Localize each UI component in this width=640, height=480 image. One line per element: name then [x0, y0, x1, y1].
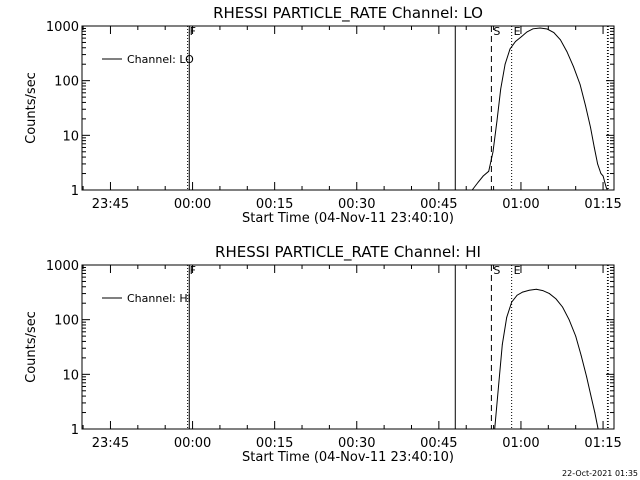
data-point	[498, 386, 499, 387]
data-point	[555, 298, 557, 300]
legend-label: Channel: HI	[127, 292, 191, 305]
marker-label: F	[190, 25, 196, 38]
y-tick-label: 100	[54, 314, 79, 329]
data-point	[590, 126, 591, 128]
x-tick-label: 01:15	[584, 436, 621, 451]
data-point	[492, 151, 494, 153]
x-tick-label: 01:15	[584, 197, 621, 212]
data-point	[528, 289, 530, 291]
data-point	[482, 175, 484, 177]
data-point	[549, 293, 550, 294]
marker-label: S	[493, 264, 500, 277]
data-point	[526, 31, 528, 33]
data-point	[580, 355, 582, 357]
chart-panel-hi: RHESSI PARTICLE_RATE Channel: HI 1 10 100 10…	[24, 243, 622, 465]
series-line	[471, 27, 608, 191]
data-point	[494, 428, 496, 430]
data-point	[542, 290, 544, 292]
data-point	[559, 39, 561, 41]
data-point	[590, 395, 592, 397]
x-tick-label: 23:45	[92, 197, 129, 212]
y-tick-label: 10	[62, 129, 79, 144]
x-tick-label: 00:15	[256, 197, 293, 212]
chart-title: RHESSI PARTICLE_RATE Channel: LO	[213, 4, 483, 23]
data-point	[500, 88, 502, 90]
data-point	[471, 189, 473, 191]
y-tick-label: 1000	[46, 259, 79, 274]
marker-label: E	[514, 25, 521, 38]
y-tick-label: 1	[71, 423, 79, 438]
x-axis-label: Start Time (04-Nov-11 23:40:10)	[242, 211, 454, 226]
data-point	[515, 41, 516, 42]
x-tick-label: 00:00	[174, 197, 211, 212]
y-tick-label: 1000	[46, 20, 79, 35]
data-point	[521, 36, 522, 37]
data-point	[496, 120, 498, 122]
data-point	[604, 181, 606, 183]
data-point	[562, 306, 563, 308]
x-tick-label: 00:45	[420, 436, 457, 451]
y-axis-label: Counts/sec	[24, 72, 39, 144]
data-point	[522, 291, 523, 293]
x-tick-label: 23:45	[92, 436, 129, 451]
chart-title: RHESSI PARTICLE_RATE Channel: HI	[215, 243, 481, 262]
x-tick-label: 00:30	[338, 436, 375, 451]
data-point	[573, 66, 574, 68]
marker-label: S	[493, 25, 500, 38]
data-point	[539, 27, 541, 29]
x-tick-label: 01:00	[502, 197, 539, 212]
data-point	[532, 28, 534, 30]
marker-label: F	[190, 264, 196, 277]
series-line	[494, 288, 599, 430]
plot-frame	[81, 264, 615, 430]
x-tick-label: 00:30	[338, 197, 375, 212]
y-tick-label: 100	[54, 75, 79, 90]
data-point	[597, 428, 599, 430]
data-point	[600, 173, 602, 174]
data-point	[566, 51, 568, 53]
plot-frame	[81, 25, 615, 191]
data-point	[488, 170, 490, 172]
data-point	[597, 163, 598, 165]
x-tick-label: 01:00	[502, 436, 539, 451]
y-axis-label: Counts/sec	[24, 311, 39, 383]
x-tick-label: 00:15	[256, 436, 293, 451]
data-point	[593, 147, 595, 148]
legend-label: Channel: LO	[127, 53, 194, 66]
x-tick-label: 00:00	[174, 436, 211, 451]
x-tick-label: 00:45	[420, 197, 457, 212]
data-point	[516, 294, 518, 296]
data-point	[586, 376, 588, 378]
marker-label: E	[514, 264, 521, 277]
y-tick-label: 1	[71, 184, 79, 199]
data-point	[509, 48, 511, 50]
chart-panel-lo: RHESSI PARTICLE_RATE Channel: LO 1 10 100 10…	[24, 4, 622, 226]
data-point	[511, 301, 513, 303]
data-point	[506, 317, 508, 318]
footer-timestamp: 22-Oct-2021 01:35	[562, 469, 638, 478]
x-axis-label: Start Time (04-Nov-11 23:40:10)	[242, 450, 454, 465]
data-point	[504, 63, 506, 65]
data-point	[477, 181, 479, 183]
data-point	[585, 105, 586, 106]
data-point	[607, 189, 608, 191]
data-point	[605, 187, 607, 189]
data-point	[546, 28, 548, 30]
data-point	[568, 319, 570, 321]
data-point	[579, 84, 581, 85]
data-point	[535, 288, 537, 290]
data-point	[553, 32, 555, 33]
data-point	[575, 335, 577, 337]
data-point	[602, 175, 604, 177]
y-tick-label: 10	[62, 368, 79, 383]
data-point	[594, 412, 596, 413]
data-point	[501, 344, 503, 345]
